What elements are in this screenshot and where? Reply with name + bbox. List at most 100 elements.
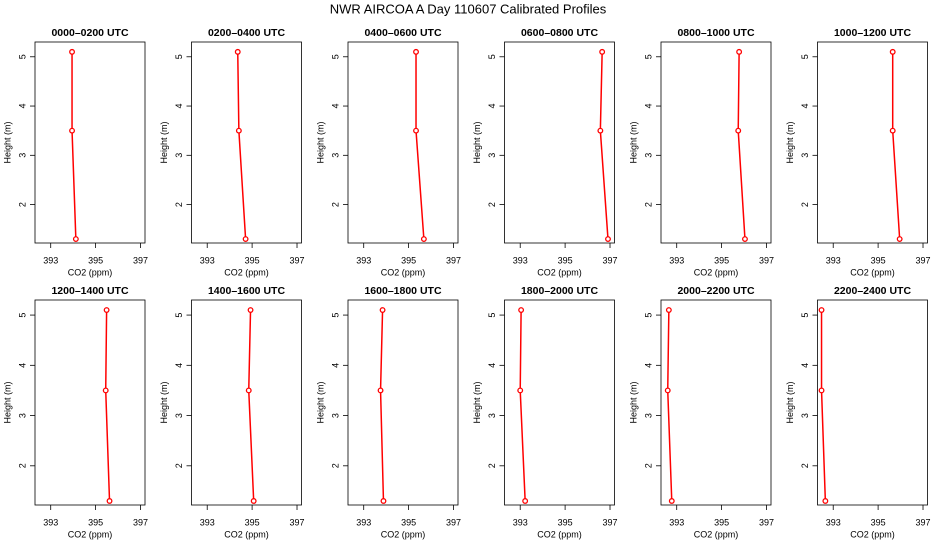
profile-point: [818, 387, 825, 394]
profile-line: [71, 51, 77, 240]
y-tick-label: 4: [17, 363, 27, 368]
y-tick-label: 4: [800, 104, 810, 109]
x-axis-label: CO2 (ppm): [381, 267, 426, 277]
y-tick-label: 3: [17, 153, 27, 158]
y-tick-label: 2: [487, 463, 497, 468]
y-tick-label: 2: [800, 463, 810, 468]
x-tick-label: 393: [200, 255, 215, 265]
profile-line: [737, 51, 746, 240]
profile-point: [379, 307, 386, 313]
plot-frame: [817, 299, 928, 506]
x-tick-label: 393: [826, 517, 841, 527]
x-tick-label: 395: [88, 517, 103, 527]
x-axis-label: CO2 (ppm): [224, 267, 269, 277]
plot-frame: [504, 41, 615, 244]
x-tick-label: 393: [669, 517, 684, 527]
profile-point: [106, 498, 113, 504]
profile-line: [415, 51, 425, 240]
profile-point: [518, 307, 525, 313]
y-tick-label: 5: [174, 313, 184, 318]
panel-title: 2200–2400 UTC: [834, 285, 911, 297]
x-tick-label: 395: [871, 517, 886, 527]
y-tick-label: 5: [800, 54, 810, 59]
panel-title: 0800–1000 UTC: [677, 27, 754, 39]
y-tick-label: 5: [330, 313, 340, 318]
panel-title: 1800–2000 UTC: [521, 285, 598, 297]
x-axis-label: CO2 (ppm): [537, 529, 582, 539]
x-axis-label: CO2 (ppm): [850, 267, 895, 277]
plot-frame: [34, 299, 146, 506]
y-tick-label: 5: [643, 54, 653, 59]
y-axis-label: Height (m): [2, 121, 12, 163]
x-tick-label: 393: [826, 255, 841, 265]
y-axis-label: Height (m): [472, 121, 482, 163]
y-tick-label: 5: [487, 54, 497, 59]
panel-title: 0600–0800 UTC: [521, 27, 598, 39]
x-axis-label: CO2 (ppm): [224, 529, 269, 539]
x-tick-label: 393: [356, 255, 371, 265]
y-tick-label: 4: [643, 104, 653, 109]
profile-line: [247, 310, 255, 502]
y-tick-label: 5: [800, 313, 810, 318]
profile-point: [242, 236, 249, 243]
x-tick-label: 397: [915, 255, 930, 265]
x-tick-label: 393: [43, 517, 58, 527]
x-axis-label: CO2 (ppm): [68, 529, 113, 539]
x-tick-label: 397: [446, 255, 461, 265]
y-tick-label: 4: [330, 104, 340, 109]
profile-point: [668, 498, 675, 504]
y-tick-label: 4: [174, 363, 184, 368]
profile-point: [69, 127, 75, 134]
panel-title: 0400–0600 UTC: [364, 27, 441, 39]
profile-point: [413, 48, 419, 55]
profile-point: [517, 387, 524, 394]
x-tick-label: 397: [289, 255, 304, 265]
plot-frame: [347, 299, 459, 506]
y-axis-label: Height (m): [159, 381, 169, 423]
y-tick-label: 4: [330, 363, 340, 368]
profile-point: [599, 48, 606, 55]
figure-title: NWR AIRCOA A Day 110607 Calibrated Profi…: [330, 1, 607, 16]
x-tick-label: 395: [245, 255, 260, 265]
y-axis-label: Height (m): [315, 381, 325, 423]
profile-point: [665, 307, 672, 313]
x-tick-label: 393: [513, 517, 528, 527]
y-tick-label: 2: [330, 463, 340, 468]
y-tick-label: 3: [800, 413, 810, 418]
profile-point: [250, 498, 257, 504]
x-tick-label: 395: [558, 517, 573, 527]
y-tick-label: 4: [487, 363, 497, 368]
profile-point: [822, 498, 829, 504]
y-tick-label: 2: [17, 202, 27, 207]
y-tick-label: 3: [643, 413, 653, 418]
y-tick-label: 5: [330, 54, 340, 59]
x-axis-label: CO2 (ppm): [68, 267, 113, 277]
x-tick-label: 395: [558, 255, 573, 265]
x-tick-label: 397: [759, 255, 774, 265]
panel-title: 2000–2200 UTC: [677, 285, 754, 297]
profile-line: [519, 310, 526, 502]
profile-point: [235, 127, 242, 134]
profile-point: [380, 498, 387, 504]
x-tick-label: 395: [714, 255, 729, 265]
profile-line: [891, 51, 901, 240]
x-axis-label: CO2 (ppm): [850, 529, 895, 539]
x-tick-label: 397: [759, 517, 774, 527]
plot-frame: [347, 41, 459, 244]
profile-line: [104, 310, 111, 502]
x-tick-label: 393: [200, 517, 215, 527]
x-axis-label: CO2 (ppm): [694, 529, 739, 539]
x-axis-label: CO2 (ppm): [694, 267, 739, 277]
y-tick-label: 3: [174, 153, 184, 158]
x-tick-label: 393: [43, 255, 58, 265]
x-tick-label: 397: [602, 517, 617, 527]
profile-point: [72, 236, 79, 243]
y-tick-label: 2: [17, 463, 27, 468]
x-tick-label: 397: [602, 255, 617, 265]
y-tick-label: 5: [17, 313, 27, 318]
y-tick-label: 3: [800, 153, 810, 158]
profile-point: [103, 307, 110, 313]
profile-point: [69, 48, 75, 55]
profile-point: [413, 127, 419, 134]
